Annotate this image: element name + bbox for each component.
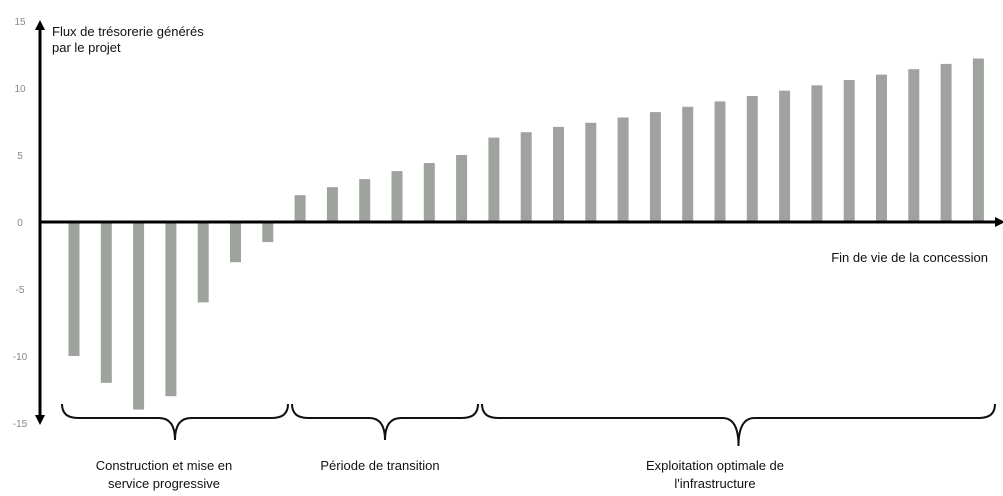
bar-17 <box>585 122 597 222</box>
brace-transition <box>291 403 479 441</box>
bar-29 <box>972 58 984 222</box>
bar-25 <box>843 80 855 222</box>
y-tick-label: 15 <box>14 17 26 28</box>
bar-4 <box>165 222 177 397</box>
bar-16 <box>553 126 564 222</box>
bar-3 <box>133 222 145 410</box>
period-exploitation-line2: l'infrastructure <box>674 476 755 491</box>
bar-7 <box>262 222 274 243</box>
bar-20 <box>682 106 694 222</box>
bar-24 <box>811 85 823 222</box>
end-of-concession-label: Fin de vie de la concession <box>831 250 988 265</box>
y-tick-label: 10 <box>14 84 26 95</box>
bar-18 <box>617 117 629 222</box>
bar-28 <box>940 63 952 223</box>
bar-12 <box>423 163 435 222</box>
bar-23 <box>779 90 791 222</box>
y-axis-label-line1: Flux de trésorerie générés <box>52 24 204 39</box>
bar-10 <box>359 179 371 222</box>
bar-1 <box>68 222 80 356</box>
bar-27 <box>908 69 920 222</box>
period-exploitation-line1: Exploitation optimale de <box>646 458 784 473</box>
y-tick-label: -15 <box>13 419 28 430</box>
bar-11 <box>391 171 403 222</box>
brace-construction <box>61 403 289 441</box>
bar-8 <box>294 195 306 222</box>
brace-exploitation <box>481 403 996 447</box>
y-tick-label: -5 <box>16 285 25 296</box>
bar-6 <box>230 222 241 263</box>
bar-15 <box>520 132 532 222</box>
period-construction-line1: Construction et mise en <box>96 458 233 473</box>
period-construction-line2: service progressive <box>108 476 220 491</box>
period-braces <box>61 403 996 447</box>
bar-26 <box>876 74 887 222</box>
bar-21 <box>714 101 726 222</box>
y-axis-label-line2: par le projet <box>52 40 121 55</box>
y-tick-label: 5 <box>17 151 23 162</box>
bars-group <box>68 58 984 410</box>
y-tick-labels: 15 10 5 0 -5 -10 -15 <box>13 17 28 430</box>
bar-5 <box>197 222 209 303</box>
y-tick-label: -10 <box>13 352 28 363</box>
y-tick-label: 0 <box>17 218 23 229</box>
bar-13 <box>456 155 468 222</box>
bar-19 <box>649 112 661 222</box>
period-transition-line1: Période de transition <box>320 458 439 473</box>
bar-22 <box>746 96 758 222</box>
bar-14 <box>488 137 500 222</box>
bar-9 <box>326 187 338 222</box>
bar-2 <box>100 222 112 383</box>
